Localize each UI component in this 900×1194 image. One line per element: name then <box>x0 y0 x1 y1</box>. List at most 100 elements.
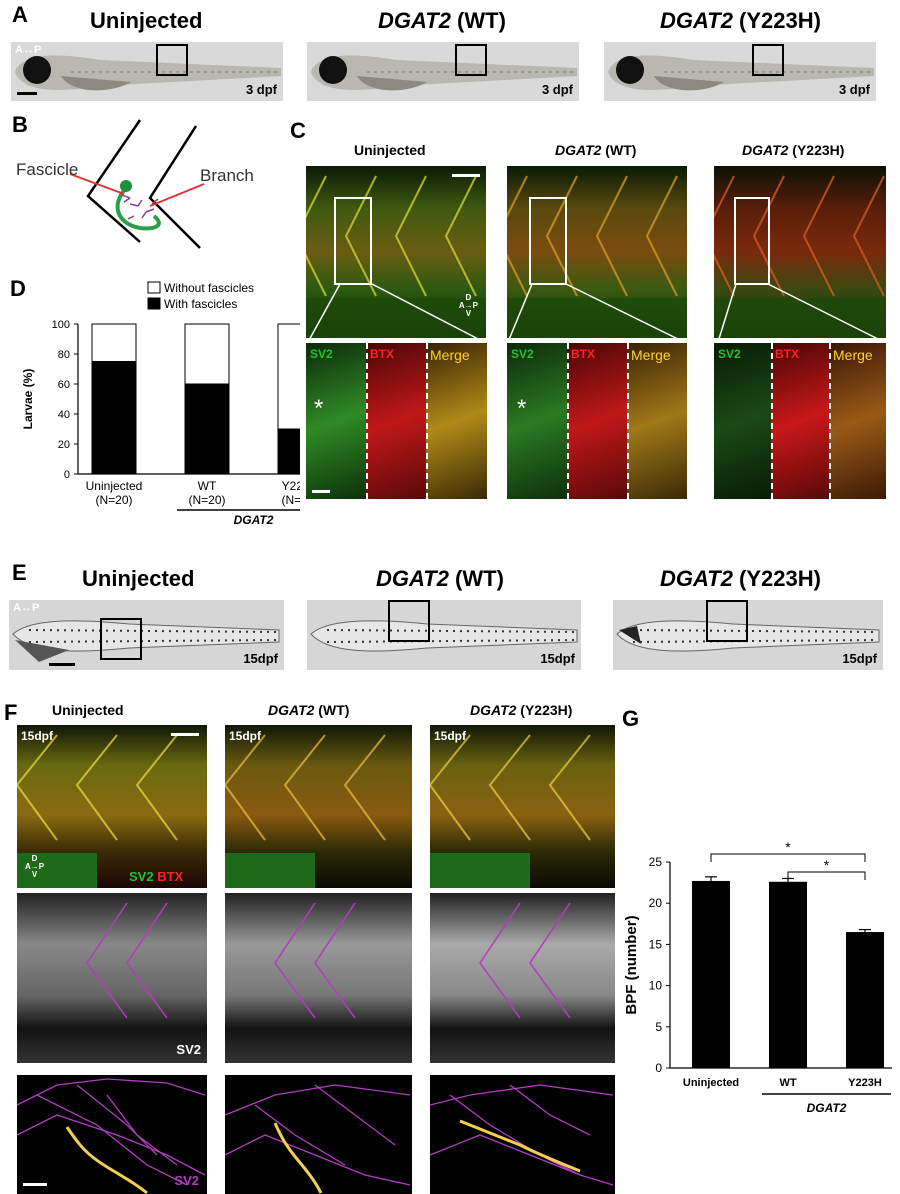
asterisk: * <box>517 395 527 422</box>
bar-segment <box>277 428 300 475</box>
merge-tile <box>426 343 487 499</box>
channel-strip-y223h: SV2 BTX Merge <box>714 343 886 499</box>
region-box <box>388 600 430 642</box>
panelE-title-2: DGAT2 (WT) <box>376 566 504 591</box>
confocal-merge-uninjected-15dpf: 15dpf D A→P V SV2 BTX <box>17 725 207 888</box>
confocal-overview-uninjected: D A→P V <box>306 166 486 338</box>
panelF-title-1: Uninjected <box>52 702 124 718</box>
legend-label: Without fascicles <box>164 281 254 295</box>
significance-bracket <box>710 853 866 862</box>
btx-label: BTX <box>370 347 394 361</box>
panel-label-g: G <box>622 706 640 731</box>
stage-label: 15dpf <box>21 729 54 743</box>
axis-indicator: D A→P V <box>458 293 478 318</box>
nmj-schematic: Fascicle Branch <box>0 112 290 262</box>
zoom-connectors <box>307 283 885 343</box>
panel-label-d: D <box>10 276 26 301</box>
x-tick-label: WT <box>779 1077 796 1089</box>
merge-label: Merge <box>430 347 470 363</box>
bar-segment <box>184 323 230 385</box>
region-box <box>455 44 487 76</box>
sv2-tile <box>714 343 771 499</box>
sv2-label: SV2 <box>176 1042 201 1057</box>
y-tick-label: 5 <box>655 1020 662 1034</box>
orientation-label-a: A↔P <box>15 44 42 56</box>
panelC-title-2: DGAT2 (WT) <box>555 142 637 158</box>
x-tick-label: Y223H <box>282 479 300 493</box>
bar-segment <box>277 323 300 430</box>
y-tick-label: 0 <box>64 469 70 481</box>
merge-label: Merge <box>631 347 671 363</box>
zoom-box <box>734 197 770 285</box>
sv2-label: SV2 <box>718 347 741 361</box>
y-tick-label: 100 <box>52 319 70 331</box>
stage-label: 3 dpf <box>838 82 870 97</box>
legend-label: With fascicles <box>164 297 237 311</box>
bar-segment <box>184 383 230 475</box>
zoom-box <box>334 197 372 285</box>
panel-label-c: C <box>290 118 306 143</box>
larva-image-y223h-15dpf: 15dpf <box>613 600 883 670</box>
y-tick-label: 60 <box>58 379 70 391</box>
y-tick-label: 20 <box>649 896 663 910</box>
chart-g: 0 5 10 15 20 25 BPF (number) Uninjected WT Y223HD… <box>623 839 892 1115</box>
larva-image-wt-3dpf: 3 dpf <box>307 42 579 101</box>
btx-tile <box>771 343 829 499</box>
sv2-grayscale-uninjected: SV2 <box>17 893 207 1063</box>
stage-label: 15dpf <box>842 651 877 666</box>
x-tick-label: WT <box>198 479 217 493</box>
sv2-label: SV2 <box>174 1173 199 1188</box>
larva-image-uninjected-3dpf: A↔P 3 dpf <box>11 42 283 101</box>
x-tick-label: Y223H <box>848 1077 882 1089</box>
significance-marker: * <box>824 857 830 873</box>
bar <box>692 880 730 1068</box>
region-box <box>706 600 748 642</box>
stage-label: 3 dpf <box>245 82 277 97</box>
btx-label: BTX <box>775 347 799 361</box>
merge-label: Merge <box>833 347 873 363</box>
panel-label-a: A <box>12 2 28 27</box>
zoom-box <box>529 197 567 285</box>
region-box <box>752 44 784 76</box>
fascicle-label: Fascicle <box>16 160 79 179</box>
y-tick-label: 20 <box>58 439 70 451</box>
btx-label: BTX <box>571 347 595 361</box>
scale-bar <box>23 1183 47 1186</box>
btx-tile <box>366 343 426 499</box>
y-axis-label: BPF (number) <box>623 915 640 1014</box>
legend-swatch <box>147 297 161 310</box>
confocal-merge-wt-15dpf: 15dpf <box>225 725 412 888</box>
scale-bar <box>49 663 75 666</box>
significance-bracket <box>787 871 866 880</box>
larva-image-wt-15dpf: 15dpf <box>307 600 581 670</box>
stage-label: 15dpf <box>434 729 467 743</box>
confocal-overview-wt <box>507 166 687 338</box>
y-tick-label: 0 <box>655 1061 662 1075</box>
panel-label-b: B <box>12 112 28 137</box>
y-tick-label: 40 <box>58 409 70 421</box>
y-tick-label: 15 <box>649 937 663 951</box>
panelC-title-1: Uninjected <box>354 142 426 158</box>
channel-legend: SV2 BTX <box>129 869 184 884</box>
sv2-label: SV2 <box>511 347 534 361</box>
sv2-trace-uninjected: SV2 <box>17 1075 207 1194</box>
region-box <box>156 44 188 76</box>
panelF-title-2: DGAT2 (WT) <box>268 702 350 718</box>
region-box <box>100 618 142 660</box>
larva-image-uninjected-15dpf: A↔P 15dpf <box>9 600 284 670</box>
confocal-overview-y223h <box>714 166 886 338</box>
stage-label: 15dpf <box>540 651 575 666</box>
sv2-tile <box>507 343 567 499</box>
scale-bar <box>312 490 330 493</box>
axis-indicator: D A→P V <box>25 854 45 879</box>
merge-tile <box>627 343 687 499</box>
y-tick-label: 80 <box>58 349 70 361</box>
sv2-trace-wt <box>225 1075 412 1194</box>
sv2-grayscale-y223h <box>430 893 615 1063</box>
larva-image-y223h-3dpf: 3 dpf <box>604 42 876 101</box>
sv2-label: SV2 <box>310 347 333 361</box>
panelE-title-3: DGAT2 (Y223H) <box>660 566 821 591</box>
stage-label: 15dpf <box>243 651 278 666</box>
confocal-merge-y223h-15dpf: 15dpf <box>430 725 615 888</box>
